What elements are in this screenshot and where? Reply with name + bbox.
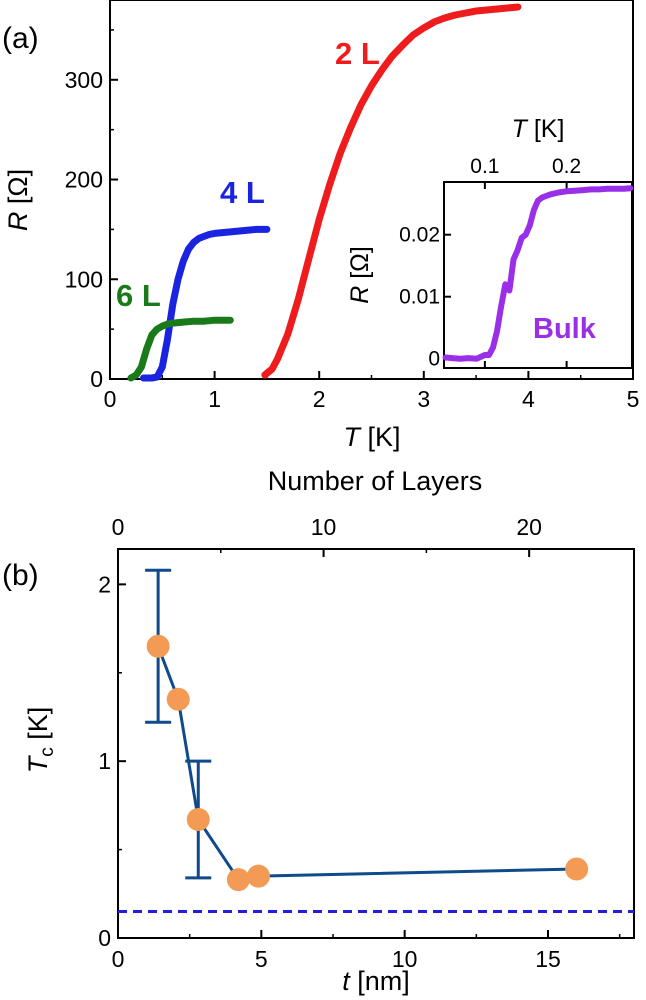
panel-a: (a) 0 1 2 3 4 5 0 100 200 300 R [Ω] T [K] 2 L 4 L…: [2, 0, 639, 452]
inset-xlabel-var: T: [512, 115, 529, 143]
tc-point: [166, 687, 190, 711]
panel-a-xtick-label: 4: [522, 386, 535, 412]
series-label-2l: 2 L: [335, 36, 380, 71]
inset-xtick-label: 0.1: [470, 155, 499, 178]
panel-b-xtick-label: 15: [535, 946, 561, 972]
panel-b-ylabel-sub: c: [37, 747, 58, 757]
panel-b-top-xtick-label: 10: [311, 514, 337, 540]
panel-b-xtick-label: 5: [255, 946, 268, 972]
panel-b-top-xtick-label: 20: [516, 514, 542, 540]
panel-b-top-xtick-label: 0: [112, 514, 125, 540]
panel-a-xtick-label: 1: [208, 386, 221, 412]
panel-b-label: (b): [2, 559, 39, 592]
panel-b-xlabel: t [nm]: [342, 966, 410, 996]
panel-a-ytick-label: 300: [65, 67, 103, 93]
panel-a-xtick-label: 2: [313, 386, 326, 412]
panel-b-ylabel-var: T: [23, 754, 53, 773]
panel-a-ytick-label: 0: [90, 366, 103, 392]
panel-a-ylabel-var: R: [3, 212, 33, 232]
panel-a-xlabel: T [K]: [343, 422, 400, 452]
series-label-6l: 6 L: [116, 278, 161, 313]
inset-ytick-label: 0.01: [399, 286, 440, 309]
inset-xtick-label: 0.2: [552, 155, 581, 178]
panel-a-xlabel-var: T: [343, 422, 362, 452]
panel-a-xlabel-unit: [K]: [360, 422, 401, 452]
inset-xlabel-unit: [K]: [527, 115, 565, 143]
inset-chart: 0.1 0.2 0 0.01 0.02 T [K] R [Ω] Bulk: [346, 115, 634, 371]
panel-b-ytick-label: 0: [98, 925, 111, 951]
tc-line: [156, 645, 577, 882]
tc-point: [246, 864, 270, 888]
series-4l-line: [140, 225, 271, 382]
inset-ylabel: R [Ω]: [346, 246, 374, 304]
inset-ytick-label: 0.02: [399, 224, 440, 247]
tc-point: [146, 634, 170, 658]
inset-ticks: 0.1 0.2 0 0.01 0.02: [399, 155, 581, 371]
panel-a-xtick-label: 0: [104, 386, 117, 412]
panel-b-xtick-label: 0: [112, 946, 125, 972]
panel-b-xlabel-unit: [nm]: [350, 966, 410, 996]
tc-point: [186, 808, 210, 832]
panel-a-ytick-label: 200: [65, 167, 103, 193]
panel-a-ylabel-unit: [Ω]: [3, 169, 33, 212]
panel-b-ylabel-unit: [K]: [23, 707, 53, 748]
panel-a-series: [127, 3, 522, 382]
series-label-4l: 4 L: [220, 175, 265, 210]
inset-xlabel: T [K]: [512, 115, 565, 143]
inset-series: [442, 185, 634, 362]
panel-a-xtick-label: 5: [627, 386, 640, 412]
panel-b-ytick-label: 1: [98, 748, 111, 774]
series-bulk-line: [442, 185, 634, 362]
panel-a-ylabel: R [Ω]: [3, 169, 33, 231]
panel-a-ticks: 0 1 2 3 4 5 0 100 200 300: [65, 29, 640, 412]
panel-b-ticks: 0 5 10 15 0 10 20 0 1 2: [98, 514, 621, 972]
panel-a-ytick-label: 100: [65, 266, 103, 292]
series-2l-line: [261, 3, 522, 379]
panel-b-ytick-label: 2: [98, 571, 111, 597]
inset-ytick-label: 0: [428, 348, 440, 371]
tc-point: [565, 857, 589, 881]
tc-point: [226, 868, 250, 892]
panel-b-series: [118, 568, 634, 913]
series-label-bulk: Bulk: [533, 313, 597, 345]
panel-b-ylabel: Tc [K]: [23, 707, 58, 774]
panel-b-xtick-label: 10: [392, 946, 418, 972]
panel-b-xlabel-var: t: [342, 966, 351, 996]
panel-b-top-xlabel: Number of Layers: [268, 466, 483, 496]
panel-a-xtick-label: 3: [417, 386, 430, 412]
panel-a-label: (a): [2, 22, 39, 55]
inset-frame: [443, 181, 633, 369]
inset-ylabel-var: R: [346, 286, 374, 304]
panel-b: Number of Layers (b) 0 5 10 15 0 10 20 0 1 2 Tc […: [2, 466, 635, 996]
inset-ylabel-unit: [Ω]: [346, 246, 374, 286]
series-6l-line: [127, 316, 234, 382]
panel-b-frame: [117, 548, 635, 939]
